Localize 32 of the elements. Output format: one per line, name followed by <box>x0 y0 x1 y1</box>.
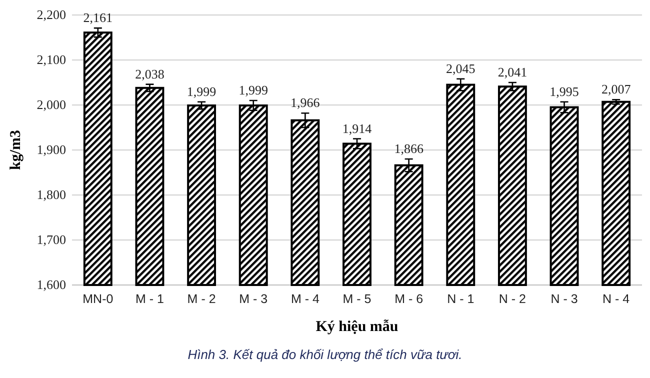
data-label: 2,041 <box>498 64 528 80</box>
x-axis-title: Ký hiệu mẫu <box>316 319 398 335</box>
y-axis-title: kg/m3 <box>8 130 24 170</box>
x-tick-label: M - 5 <box>342 292 372 306</box>
x-tick-label: M - 2 <box>187 292 216 306</box>
x-tick-label: M - 1 <box>135 292 164 306</box>
y-tick-label: 1,700 <box>36 232 66 248</box>
y-tick-label: 1,800 <box>36 187 66 202</box>
data-label: 1,866 <box>394 141 424 156</box>
y-tick-label: 1,600 <box>36 277 66 292</box>
x-tick-label: N - 2 <box>498 292 526 306</box>
x-tick-label: M - 4 <box>290 292 320 306</box>
data-label: 1,966 <box>290 95 320 110</box>
y-tick-label: 2,200 <box>36 7 66 22</box>
y-tick-label: 2,100 <box>36 52 66 68</box>
data-label: 2,038 <box>135 66 164 82</box>
x-tick-label: N - 3 <box>550 292 578 306</box>
text: Hình 3. Kết quả đo khối lượng thể tích vữa tươi. <box>188 347 462 362</box>
data-label: 1,999 <box>186 84 216 99</box>
x-tick-label: M - 3 <box>239 292 268 306</box>
data-label: 1,995 <box>550 84 579 99</box>
x-tick-label: M - 6 <box>394 292 424 306</box>
data-label: 2,161 <box>83 10 113 26</box>
x-tick-label: N - 1 <box>447 292 474 306</box>
data-label: 1,999 <box>238 82 268 98</box>
x-tick-label: MN-0 <box>82 292 114 306</box>
y-tick-label: 1,900 <box>36 142 66 158</box>
y-tick-label: 2,000 <box>36 97 66 112</box>
x-tick-label: N - 4 <box>602 292 630 306</box>
data-label: 2,007 <box>601 82 632 97</box>
data-label: 2,045 <box>446 60 476 76</box>
data-label: 1,914 <box>342 120 372 136</box>
